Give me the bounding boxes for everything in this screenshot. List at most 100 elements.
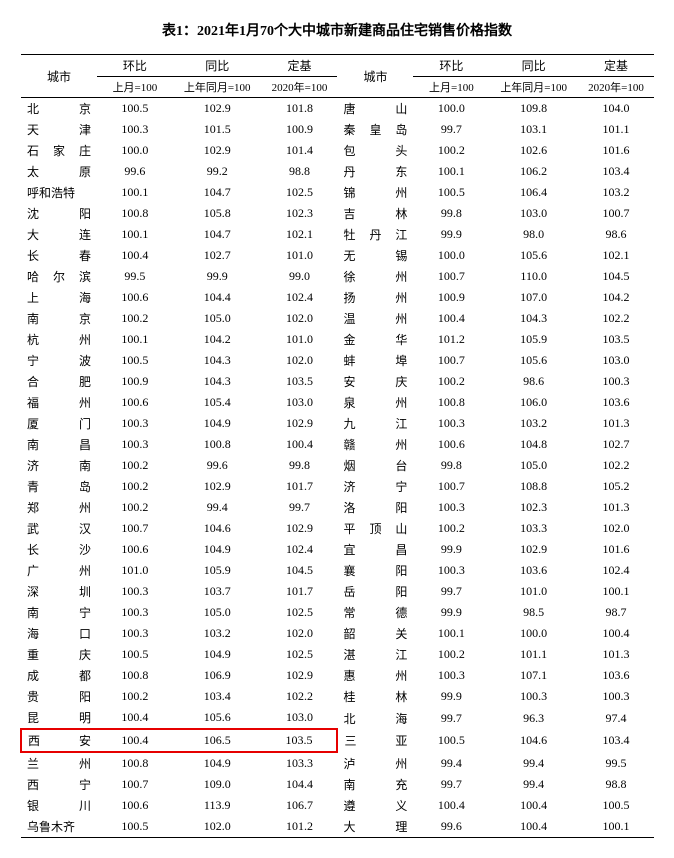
col-base-2: 定基 — [578, 55, 654, 77]
value-cell: 100.1 — [578, 581, 654, 602]
value-cell: 100.2 — [97, 686, 173, 707]
value-cell: 104.4 — [173, 287, 262, 308]
value-cell: 100.1 — [97, 182, 173, 203]
value-cell: 99.8 — [413, 455, 489, 476]
value-cell: 100.6 — [97, 287, 173, 308]
value-cell: 102.5 — [262, 644, 338, 665]
value-cell: 102.5 — [262, 602, 338, 623]
value-cell: 98.8 — [578, 774, 654, 795]
city-name: 广州 — [21, 560, 97, 581]
value-cell: 99.4 — [489, 774, 578, 795]
city-name: 合肥 — [21, 371, 97, 392]
value-cell: 100.3 — [578, 686, 654, 707]
value-cell: 100.3 — [413, 560, 489, 581]
table-row: 合肥100.9104.3103.5安庆100.298.6100.3 — [21, 371, 654, 392]
value-cell: 99.9 — [413, 224, 489, 245]
value-cell: 100.5 — [97, 98, 173, 120]
value-cell: 99.7 — [413, 119, 489, 140]
city-name: 常德 — [337, 602, 413, 623]
value-cell: 100.9 — [97, 371, 173, 392]
value-cell: 100.9 — [262, 119, 338, 140]
value-cell: 100.4 — [578, 623, 654, 644]
table-row: 重庆100.5104.9102.5湛江100.2101.1101.3 — [21, 644, 654, 665]
value-cell: 100.0 — [489, 623, 578, 644]
value-cell: 103.0 — [262, 707, 338, 729]
value-cell: 102.3 — [489, 497, 578, 518]
city-name: 岳阳 — [337, 581, 413, 602]
value-cell: 101.6 — [578, 539, 654, 560]
value-cell: 100.2 — [97, 476, 173, 497]
city-name: 韶关 — [337, 623, 413, 644]
table-row: 广州101.0105.9104.5襄阳100.3103.6102.4 — [21, 560, 654, 581]
value-cell: 100.8 — [413, 392, 489, 413]
value-cell: 100.7 — [97, 518, 173, 539]
city-name: 宁波 — [21, 350, 97, 371]
city-name: 银川 — [21, 795, 97, 816]
value-cell: 102.0 — [262, 350, 338, 371]
table-row: 厦门100.3104.9102.9九江100.3103.2101.3 — [21, 413, 654, 434]
value-cell: 101.8 — [262, 98, 338, 120]
value-cell: 101.7 — [262, 476, 338, 497]
table-body: 北京100.5102.9101.8唐山100.0109.8104.0天津100.… — [21, 98, 654, 838]
value-cell: 99.0 — [262, 266, 338, 287]
value-cell: 100.4 — [413, 795, 489, 816]
value-cell: 105.9 — [173, 560, 262, 581]
city-name: 兰州 — [21, 752, 97, 774]
value-cell: 102.1 — [578, 245, 654, 266]
value-cell: 99.4 — [173, 497, 262, 518]
value-cell: 103.5 — [262, 371, 338, 392]
city-name: 长春 — [21, 245, 97, 266]
value-cell: 100.6 — [97, 392, 173, 413]
table-row: 大连100.1104.7102.1牡丹江99.998.098.6 — [21, 224, 654, 245]
city-name: 湛江 — [337, 644, 413, 665]
city-name: 宜昌 — [337, 539, 413, 560]
city-name: 厦门 — [21, 413, 97, 434]
value-cell: 105.0 — [173, 602, 262, 623]
value-cell: 104.8 — [489, 434, 578, 455]
col-city: 城市 — [21, 55, 97, 98]
value-cell: 103.4 — [578, 161, 654, 182]
value-cell: 101.0 — [262, 245, 338, 266]
value-cell: 102.4 — [262, 539, 338, 560]
table-row: 宁波100.5104.3102.0蚌埠100.7105.6103.0 — [21, 350, 654, 371]
table-row: 成都100.8106.9102.9惠州100.3107.1103.6 — [21, 665, 654, 686]
value-cell: 100.5 — [578, 795, 654, 816]
value-cell: 100.1 — [97, 224, 173, 245]
value-cell: 100.4 — [97, 729, 173, 752]
table-row: 长沙100.6104.9102.4宜昌99.9102.9101.6 — [21, 539, 654, 560]
value-cell: 100.7 — [413, 266, 489, 287]
table-row: 海口100.3103.2102.0韶关100.1100.0100.4 — [21, 623, 654, 644]
value-cell: 104.7 — [173, 224, 262, 245]
value-cell: 109.0 — [173, 774, 262, 795]
value-cell: 102.9 — [173, 476, 262, 497]
value-cell: 98.8 — [262, 161, 338, 182]
value-cell: 98.6 — [578, 224, 654, 245]
value-cell: 100.0 — [413, 245, 489, 266]
table-row: 武汉100.7104.6102.9平顶山100.2103.3102.0 — [21, 518, 654, 539]
table-row: 沈阳100.8105.8102.3吉林99.8103.0100.7 — [21, 203, 654, 224]
city-name: 包头 — [337, 140, 413, 161]
value-cell: 100.0 — [97, 140, 173, 161]
value-cell: 99.5 — [578, 752, 654, 774]
value-cell: 101.5 — [173, 119, 262, 140]
value-cell: 100.3 — [97, 119, 173, 140]
value-cell: 98.7 — [578, 602, 654, 623]
value-cell: 100.7 — [413, 350, 489, 371]
col-base: 定基 — [262, 55, 338, 77]
value-cell: 100.2 — [413, 518, 489, 539]
city-name: 西宁 — [21, 774, 97, 795]
value-cell: 101.2 — [413, 329, 489, 350]
table-row: 贵阳100.2103.4102.2桂林99.9100.3100.3 — [21, 686, 654, 707]
sub-mom: 上月=100 — [97, 77, 173, 98]
value-cell: 103.5 — [578, 329, 654, 350]
value-cell: 110.0 — [489, 266, 578, 287]
value-cell: 101.4 — [262, 140, 338, 161]
city-name: 九江 — [337, 413, 413, 434]
value-cell: 98.6 — [489, 371, 578, 392]
price-index-table: 城市 环比 同比 定基 城市 环比 同比 定基 上月=100 上年同月=100 … — [20, 54, 654, 838]
table-row: 南京100.2105.0102.0温州100.4104.3102.2 — [21, 308, 654, 329]
value-cell: 101.1 — [489, 644, 578, 665]
city-name: 温州 — [337, 308, 413, 329]
city-name: 贵阳 — [21, 686, 97, 707]
value-cell: 104.2 — [173, 329, 262, 350]
